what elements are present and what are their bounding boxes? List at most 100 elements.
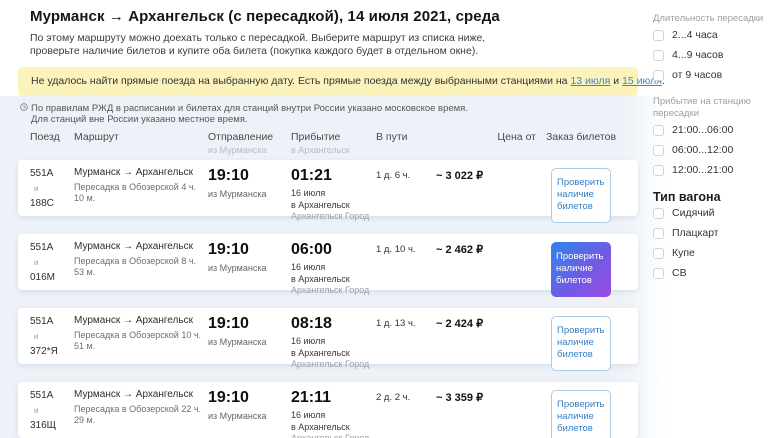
moscow-time-note: По правилам РЖД в расписании и билетах д… <box>20 103 668 125</box>
time-note-line-1: По правилам РЖД в расписании и билетах д… <box>31 103 468 114</box>
filter-arrival-06-12[interactable]: 06:00...12:00 <box>653 140 778 160</box>
departure-cell: 19:10 из Мурманска <box>208 389 291 438</box>
trip-duration: 1 д. 10 ч. <box>376 244 416 255</box>
price-from: ~ 2 462 ₽ <box>436 244 484 256</box>
filter-car-coupe[interactable]: Купе <box>653 243 778 263</box>
train-numbers: 551А и 188С <box>30 168 54 209</box>
transfer-info: Пересадка в Обозерской 8 ч. 53 м. <box>74 256 197 277</box>
checkbox-icon[interactable] <box>653 247 664 259</box>
train-result-row: 551А и 016М Мурманск → Архангельск Перес… <box>18 234 638 297</box>
filter-group-transfer-duration: Длительность пересадки 2...4 часа 4...9 … <box>653 13 778 85</box>
filter-group-label: Тип вагона <box>653 190 721 204</box>
filter-group-transfer-arrival: Прибытие на станцию пересадки 21:00...06… <box>653 96 778 180</box>
check-tickets-button[interactable]: Проверить наличие билетов <box>551 390 611 438</box>
route-cell: Мурманск → Архангельск Пересадка в Обозе… <box>74 389 208 438</box>
arrival-cell: 21:11 16 июля в Архангельск Архангельск … <box>291 389 376 438</box>
arrival-station: Архангельск Город <box>291 359 370 369</box>
route-cell: Мурманск → Архангельск Пересадка в Обозе… <box>74 241 208 297</box>
arrival-date: 16 июля <box>291 336 326 346</box>
date-link-13-july[interactable]: 13 июля <box>570 75 611 87</box>
departure-time: 19:10 <box>208 389 249 406</box>
check-tickets-button[interactable]: Проверить наличие билетов <box>551 168 611 223</box>
departure-city: из Мурманска <box>208 411 267 421</box>
checkbox-icon[interactable] <box>653 49 664 61</box>
departure-cell: 19:10 из Мурманска <box>208 315 291 371</box>
page-title: Мурманск → Архангельск (с пересадкой), 1… <box>30 8 500 25</box>
arrival-date: 16 июля <box>291 262 326 272</box>
train-result-row: 551А и 316Щ Мурманск → Архангельск Перес… <box>18 382 638 438</box>
trip-duration: 2 д. 2 ч. <box>376 392 411 403</box>
date-link-15-july[interactable]: 15 июля <box>622 75 662 87</box>
instructions-line-1: По этому маршруту можно доехать только с… <box>30 32 486 44</box>
filter-car-platzkart[interactable]: Плацкарт <box>653 223 778 243</box>
filter-group-label: Прибытие на станцию пересадки <box>653 96 751 119</box>
banner-text-and: и <box>610 75 623 87</box>
arrival-time: 08:18 <box>291 315 332 332</box>
checkbox-icon[interactable] <box>653 207 664 219</box>
no-direct-trains-banner: Не удалось найти прямые поезда на выбран… <box>18 67 665 96</box>
checkbox-icon[interactable] <box>653 227 664 239</box>
arrival-station: Архангельск Город <box>291 285 370 295</box>
col-header-train: Поезд <box>30 131 60 143</box>
checkbox-icon[interactable] <box>653 267 664 279</box>
arrival-date: 16 июля <box>291 188 326 198</box>
col-header-arrival: Прибытие в Архангельск <box>291 131 376 155</box>
departure-city: из Мурманска <box>208 263 267 273</box>
arrival-time: 21:11 <box>291 389 332 406</box>
clock-icon <box>20 103 28 111</box>
train-result-row: 551А и 188С Мурманск → Архангельск Перес… <box>18 160 638 223</box>
departure-city: из Мурманска <box>208 189 267 199</box>
check-tickets-button[interactable]: Проверить наличие билетов <box>551 316 611 371</box>
filter-group-label: Длительность пересадки <box>653 13 764 24</box>
arrival-city: в Архангельск <box>291 273 350 284</box>
checkbox-icon[interactable] <box>653 69 664 81</box>
train-numbers: 551А и 016М <box>30 242 56 283</box>
departure-cell: 19:10 из Мурманска <box>208 241 291 297</box>
departure-time: 19:10 <box>208 167 249 184</box>
train-numbers: 551А и 316Щ <box>30 390 57 431</box>
col-header-route: Маршрут <box>74 131 119 143</box>
filter-transfer-2-4h[interactable]: 2...4 часа <box>653 25 778 45</box>
results-panel: По правилам РЖД в расписании и билетах д… <box>0 96 668 438</box>
filter-car-seated[interactable]: Сидячий <box>653 203 778 223</box>
checkbox-icon[interactable] <box>653 144 664 156</box>
filters-sidebar: Длительность пересадки 2...4 часа 4...9 … <box>653 13 778 294</box>
transfer-info: Пересадка в Обозерской 22 ч. 29 м. <box>74 404 202 425</box>
departure-time: 19:10 <box>208 241 249 258</box>
filter-transfer-9h-plus[interactable]: от 9 часов <box>653 65 778 85</box>
arrival-city: в Архангельск <box>291 347 350 358</box>
departure-city: из Мурманска <box>208 337 267 347</box>
arrival-time: 01:21 <box>291 167 332 184</box>
filter-group-car-type: Тип вагона Сидячий Плацкарт Купе СВ <box>653 191 778 283</box>
filter-car-sv[interactable]: СВ <box>653 263 778 283</box>
table-header: Поезд Маршрут Отправление из Мурманска П… <box>30 131 626 155</box>
check-tickets-button-highlighted[interactable]: Проверить наличие билетов <box>551 242 611 297</box>
filter-arrival-21-06[interactable]: 21:00...06:00 <box>653 120 778 140</box>
filter-transfer-4-9h[interactable]: 4...9 часов <box>653 45 778 65</box>
route-cell: Мурманск → Архангельск Пересадка в Обозе… <box>74 315 208 371</box>
time-note-line-2: Для станций вне России указано местное в… <box>31 114 248 125</box>
train-numbers: 551А и 372*Я <box>30 316 58 357</box>
arrival-city: в Архангельск <box>291 199 350 210</box>
col-header-arrival-city: в Архангельск <box>291 145 350 155</box>
checkbox-icon[interactable] <box>653 29 664 41</box>
banner-text: Не удалось найти прямые поезда на выбран… <box>31 75 571 87</box>
trip-duration: 1 д. 13 ч. <box>376 318 416 329</box>
col-header-order: Заказ билетов <box>545 131 617 143</box>
departure-cell: 19:10 из Мурманска <box>208 167 291 223</box>
checkbox-icon[interactable] <box>653 164 664 176</box>
arrival-station: Архангельск Город <box>291 211 370 221</box>
arrival-cell: 08:18 16 июля в Архангельск Архангельск … <box>291 315 376 371</box>
departure-time: 19:10 <box>208 315 249 332</box>
col-header-price: Цена от <box>497 131 536 143</box>
instructions-line-2: проверьте наличие билетов и купите оба б… <box>30 45 479 57</box>
arrival-date: 16 июля <box>291 410 326 420</box>
arrival-time: 06:00 <box>291 241 332 258</box>
price-from: ~ 3 359 ₽ <box>436 392 484 404</box>
trip-duration: 1 д. 6 ч. <box>376 170 411 181</box>
route-cell: Мурманск → Архангельск Пересадка в Обозе… <box>74 167 208 223</box>
filter-arrival-12-21[interactable]: 12:00...21:00 <box>653 160 778 180</box>
checkbox-icon[interactable] <box>653 124 664 136</box>
transfer-info: Пересадка в Обозерской 4 ч. 10 м. <box>74 182 197 203</box>
price-from: ~ 3 022 ₽ <box>436 170 484 182</box>
